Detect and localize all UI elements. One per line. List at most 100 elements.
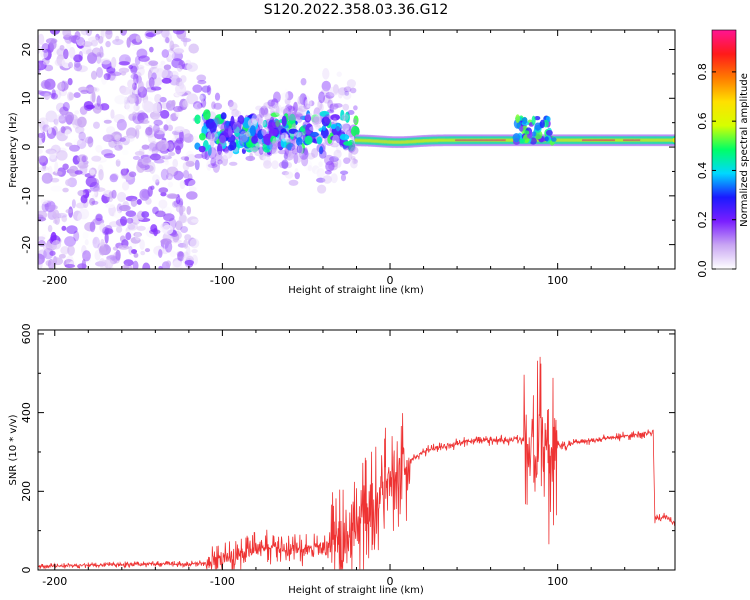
spectral-blob bbox=[258, 146, 264, 155]
spectral-blob bbox=[340, 170, 349, 175]
spectral-blob bbox=[353, 115, 359, 126]
spectral-blob bbox=[319, 103, 324, 112]
spectral-blob bbox=[330, 135, 340, 141]
spectral-blob bbox=[322, 175, 333, 184]
spectral-blob bbox=[161, 155, 172, 160]
snr-xtick-label: 0 bbox=[387, 575, 394, 588]
spectral-blob bbox=[293, 101, 298, 113]
spectral-blob bbox=[512, 133, 521, 143]
spectral-blob bbox=[65, 179, 72, 186]
spectral-blob bbox=[270, 135, 277, 144]
spectral-blob bbox=[139, 188, 150, 201]
spectral-blob bbox=[325, 92, 335, 99]
spectral-blob bbox=[301, 95, 311, 107]
spectral-blob bbox=[277, 149, 287, 155]
spectral-blob bbox=[81, 155, 87, 163]
spectral-blob bbox=[141, 144, 150, 150]
spectral-blob bbox=[336, 71, 342, 77]
spectral-blob bbox=[130, 236, 141, 244]
spectral-blob bbox=[117, 191, 127, 203]
spectral-blob bbox=[531, 115, 536, 126]
spectral-blob bbox=[64, 111, 75, 123]
spectral-blob bbox=[179, 129, 184, 142]
spectrogram-xtick-label: 100 bbox=[547, 274, 568, 287]
spectral-blob bbox=[118, 54, 131, 66]
spectral-blob bbox=[278, 161, 289, 169]
spectral-blob bbox=[132, 111, 137, 117]
spectral-blob bbox=[174, 126, 185, 133]
spectral-blob bbox=[206, 84, 212, 96]
spectral-blob bbox=[167, 124, 174, 132]
spectral-blob bbox=[331, 104, 336, 114]
spectral-blob bbox=[116, 156, 126, 161]
spectrogram-xtick-label: -100 bbox=[210, 274, 235, 287]
spectral-blob bbox=[330, 123, 337, 130]
spectral-blob bbox=[73, 63, 83, 72]
spectral-blob bbox=[102, 226, 110, 236]
spectral-blob bbox=[133, 103, 140, 112]
spectral-blob bbox=[314, 167, 325, 178]
spectral-blob bbox=[323, 94, 331, 104]
spectral-blob bbox=[125, 210, 137, 218]
spectral-blob bbox=[160, 60, 166, 65]
spectral-blob bbox=[304, 98, 312, 109]
spectral-blob bbox=[59, 106, 69, 116]
spectral-blob bbox=[177, 64, 183, 72]
spectral-blob bbox=[260, 107, 269, 118]
spectral-blob bbox=[293, 153, 299, 165]
spectral-blob bbox=[100, 58, 111, 65]
spectral-blob bbox=[199, 93, 207, 102]
spectral-blob bbox=[297, 108, 307, 117]
spectral-blob bbox=[132, 155, 141, 160]
spectral-blob bbox=[152, 174, 160, 183]
spectral-blob bbox=[545, 129, 553, 136]
spectral-blob bbox=[167, 181, 174, 188]
spectral-blob bbox=[49, 250, 56, 256]
spectral-blob bbox=[172, 30, 185, 35]
spectral-blob bbox=[200, 98, 207, 108]
spectral-blob bbox=[105, 203, 115, 209]
spectral-blob bbox=[62, 187, 69, 193]
spectral-blob bbox=[189, 238, 200, 249]
spectral-blob bbox=[286, 162, 292, 169]
spectral-blob bbox=[73, 138, 83, 145]
spectrogram-xtick-label: 0 bbox=[387, 274, 394, 287]
spectral-blob bbox=[249, 152, 254, 161]
spectral-blob bbox=[125, 232, 132, 241]
spectral-blob bbox=[206, 160, 212, 171]
spectral-blob bbox=[52, 257, 64, 266]
spectral-blob bbox=[262, 119, 268, 128]
spectral-blob bbox=[133, 231, 143, 238]
spectral-blob bbox=[40, 199, 48, 205]
spectral-blob bbox=[134, 231, 141, 241]
spectral-blob bbox=[108, 221, 120, 228]
spectral-blob bbox=[64, 129, 72, 137]
spectral-blob bbox=[263, 133, 273, 146]
spectral-blob bbox=[271, 98, 279, 109]
spectral-blob bbox=[184, 156, 190, 162]
spectral-blob bbox=[201, 150, 208, 160]
spectral-blob bbox=[283, 152, 289, 160]
spectral-blob bbox=[126, 217, 134, 224]
spectral-blob bbox=[153, 227, 158, 237]
spectral-blob bbox=[127, 221, 138, 231]
spectral-blob bbox=[251, 114, 259, 125]
spectral-blob bbox=[217, 143, 223, 155]
spectral-blob bbox=[172, 260, 183, 269]
spectral-blob bbox=[140, 250, 146, 256]
spectral-blob bbox=[335, 124, 341, 132]
spectral-blob bbox=[121, 181, 130, 191]
spectral-blob bbox=[62, 30, 72, 38]
spectral-blob bbox=[45, 110, 58, 123]
spectral-blob bbox=[45, 37, 58, 45]
spectral-blob bbox=[319, 110, 330, 117]
spectral-blob bbox=[38, 216, 47, 222]
spectral-blob bbox=[153, 245, 165, 256]
spectrogram-ytick-label: -10 bbox=[20, 187, 33, 205]
spectral-blob bbox=[222, 151, 230, 160]
colorbar: 0.0 0.2 0.4 0.6 0.8 Normalized spectral ampl… bbox=[696, 29, 750, 278]
spectral-blob bbox=[311, 116, 320, 125]
spectral-blob bbox=[303, 130, 312, 135]
spectral-blob bbox=[232, 149, 240, 155]
